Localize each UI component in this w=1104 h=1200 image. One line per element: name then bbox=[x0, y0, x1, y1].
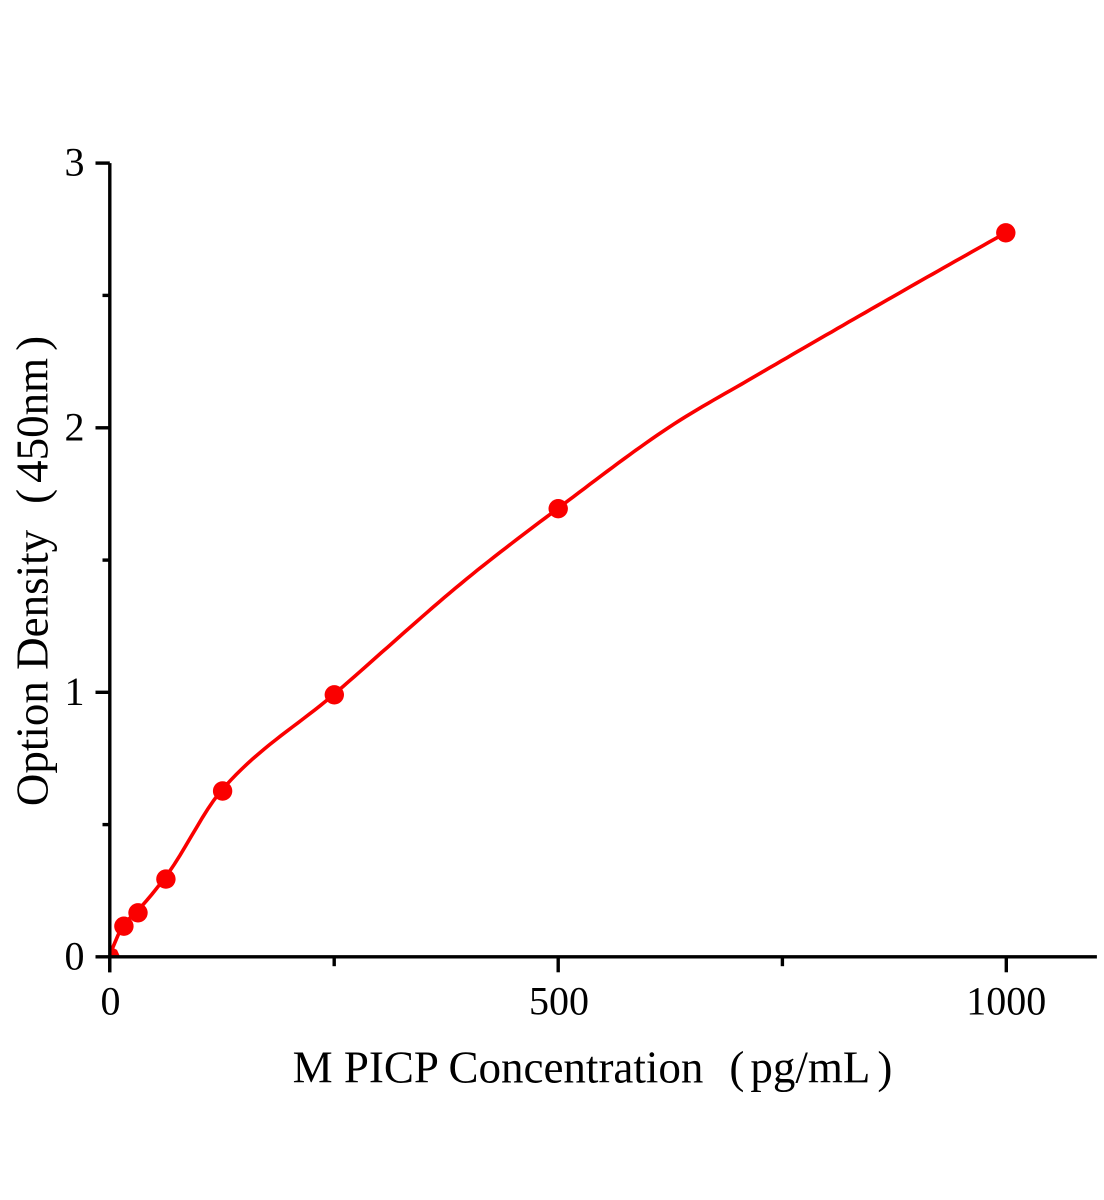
svg-text:500: 500 bbox=[529, 978, 589, 1023]
svg-text:3: 3 bbox=[65, 140, 85, 185]
svg-text:1: 1 bbox=[65, 669, 85, 714]
svg-text:0: 0 bbox=[101, 978, 121, 1023]
svg-text:2: 2 bbox=[65, 404, 85, 449]
svg-text:M PICP Concentration(pg/mL): M PICP Concentration(pg/mL) bbox=[293, 1043, 893, 1093]
svg-text:1000: 1000 bbox=[966, 978, 1046, 1023]
svg-text:Option Density(450nm): Option Density(450nm) bbox=[8, 336, 58, 806]
svg-text:0: 0 bbox=[65, 933, 85, 978]
